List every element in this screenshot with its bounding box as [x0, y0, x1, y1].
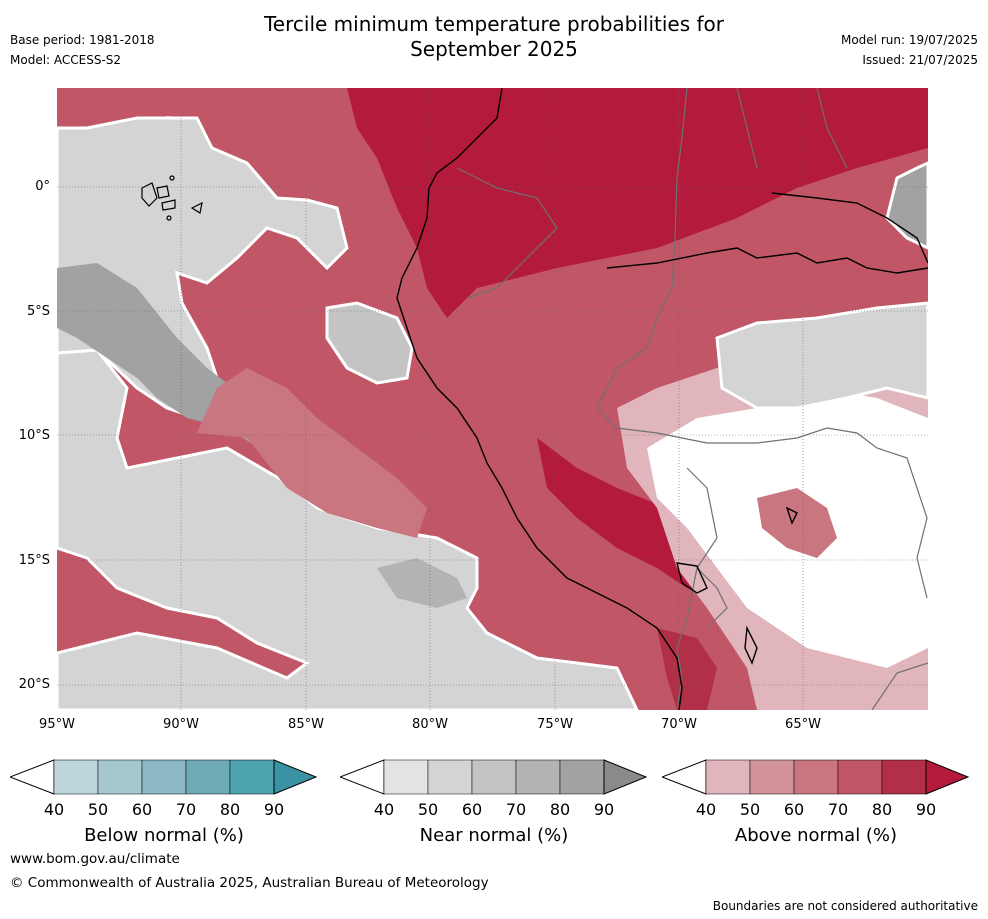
metadata-right: Model run: 19/07/2025 Issued: 21/07/2025 — [841, 30, 978, 70]
darker-grey-patch-south — [377, 558, 467, 608]
legend-above-normal — [662, 759, 970, 795]
legend-near-normal — [340, 759, 648, 795]
above-tick-50: 50 — [739, 800, 761, 819]
title-line-2: September 2025 — [410, 37, 578, 61]
near-tick-70: 70 — [505, 800, 527, 819]
issued-date: Issued: 21/07/2025 — [862, 53, 978, 67]
legend-title-above: Above normal (%) — [734, 825, 898, 846]
above-normal-coastal-band — [197, 368, 427, 538]
lat-label-15s: 15°S — [18, 553, 50, 568]
below-tick-90: 90 — [263, 800, 285, 819]
title-line-1: Tercile minimum temperature probabilitie… — [263, 12, 725, 36]
above-tick-70: 70 — [827, 800, 849, 819]
lon-label-80w: 80°W — [412, 717, 448, 732]
lat-label-0: 0° — [35, 179, 50, 194]
below-tick-70: 70 — [175, 800, 197, 819]
lon-label-65w: 65°W — [785, 717, 821, 732]
lon-label-85w: 85°W — [288, 717, 324, 732]
above-tick-60: 60 — [783, 800, 805, 819]
above-normal-mid-east-patch — [757, 488, 837, 558]
below-tick-60: 60 — [131, 800, 153, 819]
gridlines — [57, 88, 928, 710]
galapagos-islands — [141, 175, 203, 221]
footer-disclaimer: Boundaries are not considered authoritat… — [712, 899, 978, 913]
map-title: Tercile minimum temperature probabilitie… — [0, 12, 988, 62]
lon-label-95w: 95°W — [39, 717, 75, 732]
near-tick-60: 60 — [461, 800, 483, 819]
metadata-left: Base period: 1981-2018 Model: ACCESS-S2 — [10, 30, 155, 70]
above-tick-40: 40 — [695, 800, 717, 819]
coastlines — [396, 88, 928, 710]
below-tick-40: 40 — [43, 800, 65, 819]
near-tick-80: 80 — [549, 800, 571, 819]
near-tick-40: 40 — [373, 800, 395, 819]
below-tick-80: 80 — [219, 800, 241, 819]
above-tick-90: 90 — [915, 800, 937, 819]
near-normal-region-east — [715, 301, 928, 410]
above-normal-high-strip — [657, 628, 717, 710]
above-normal-high-north — [347, 88, 928, 318]
legend-below-normal — [10, 759, 318, 795]
legend-title-near: Near normal (%) — [419, 825, 569, 846]
probability-map — [57, 88, 928, 710]
model-name: Model: ACCESS-S2 — [10, 53, 122, 67]
country-borders — [456, 88, 928, 710]
near-normal-region-west-main — [57, 348, 639, 710]
model-run: Model run: 19/07/2025 — [840, 33, 978, 47]
near-tick-90: 90 — [593, 800, 615, 819]
lon-label-90w: 90°W — [163, 717, 199, 732]
grey-patch-mid — [325, 301, 414, 385]
lat-label-5s: 5°S — [26, 304, 50, 319]
near-tick-50: 50 — [417, 800, 439, 819]
above-tick-80: 80 — [871, 800, 893, 819]
lon-label-70w: 70°W — [661, 717, 697, 732]
lon-label-75w: 75°W — [537, 717, 573, 732]
lat-label-20s: 20°S — [18, 677, 50, 692]
below-tick-50: 50 — [87, 800, 109, 819]
footer-copyright: © Commonwealth of Australia 2025, Austra… — [10, 875, 489, 891]
lat-label-10s: 10°S — [18, 428, 50, 443]
footer-website: www.bom.gov.au/climate — [10, 851, 180, 867]
base-period: Base period: 1981-2018 — [10, 33, 155, 47]
legend-title-below: Below normal (%) — [84, 825, 244, 846]
